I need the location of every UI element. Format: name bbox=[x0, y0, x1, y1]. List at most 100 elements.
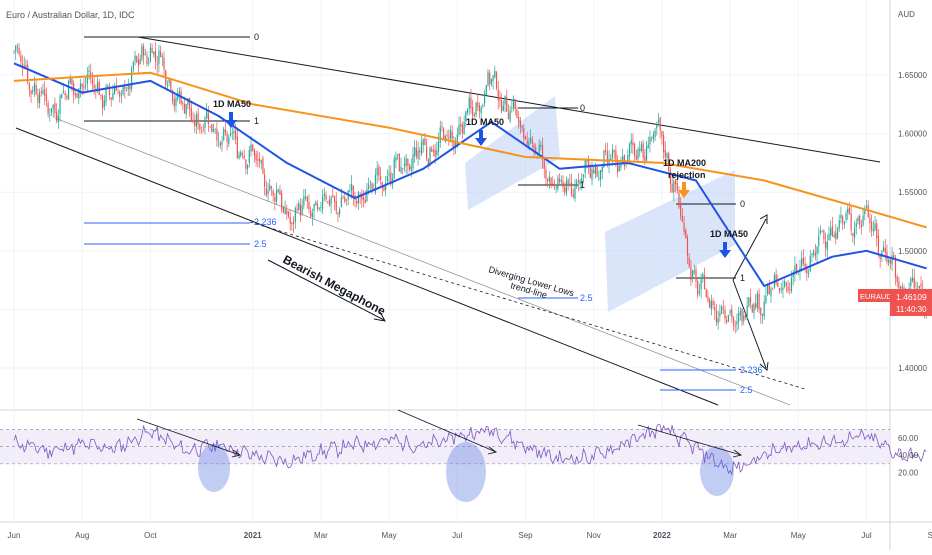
candle-body bbox=[749, 297, 752, 303]
candle-body bbox=[178, 91, 180, 96]
candle-body bbox=[189, 98, 191, 110]
candle-body bbox=[161, 56, 163, 58]
ma50-arrow-2-shaft bbox=[479, 130, 483, 139]
candle-body bbox=[714, 307, 716, 311]
candle-body bbox=[862, 215, 864, 226]
candle-body bbox=[431, 148, 433, 152]
candle-body bbox=[729, 310, 731, 314]
candle-body bbox=[410, 166, 412, 171]
time-tick-label: Jun bbox=[8, 531, 21, 540]
candle-body bbox=[137, 60, 140, 66]
candle-body bbox=[272, 190, 274, 196]
candle-body bbox=[443, 128, 445, 140]
candle-body bbox=[518, 117, 520, 123]
candle-body bbox=[564, 187, 566, 193]
candle-body bbox=[587, 160, 590, 167]
candle-body bbox=[407, 158, 409, 166]
candle-body bbox=[277, 189, 279, 192]
candle-body bbox=[173, 99, 175, 107]
candle-body bbox=[52, 104, 54, 109]
candle-body bbox=[894, 257, 897, 278]
candle-body bbox=[475, 102, 477, 115]
candle-body bbox=[574, 185, 576, 199]
candle-body bbox=[666, 153, 668, 158]
candle-body bbox=[221, 141, 223, 145]
candle-body bbox=[557, 178, 559, 189]
candle-body bbox=[149, 47, 151, 62]
candle-body bbox=[482, 105, 484, 106]
mid-trend-line bbox=[54, 117, 791, 406]
candle-body bbox=[168, 78, 170, 83]
candle-body bbox=[100, 94, 102, 97]
candle-body bbox=[813, 250, 815, 255]
price-tick-label: 1.55000 bbox=[898, 188, 927, 197]
candle-body bbox=[470, 97, 472, 109]
candle-body bbox=[49, 114, 51, 116]
candle-body bbox=[743, 315, 745, 321]
candle-body bbox=[804, 263, 806, 269]
candle-body bbox=[857, 217, 859, 222]
candle-body bbox=[269, 185, 271, 191]
candle-body bbox=[668, 153, 670, 172]
candle-body bbox=[616, 161, 619, 173]
candle-body bbox=[778, 287, 781, 292]
candle-body bbox=[108, 86, 111, 96]
ma50-arrow-1-head bbox=[225, 120, 237, 128]
candle-body bbox=[156, 63, 158, 65]
candle-body bbox=[148, 62, 150, 64]
main-pane-bg bbox=[0, 0, 890, 410]
candle-body bbox=[855, 223, 857, 228]
candle-body bbox=[782, 287, 784, 290]
candle-body bbox=[478, 105, 481, 112]
candle-body bbox=[877, 235, 880, 255]
candle-body bbox=[702, 273, 704, 279]
candle-body bbox=[142, 46, 145, 56]
candle-body bbox=[432, 149, 435, 152]
candle-body bbox=[581, 177, 583, 183]
candle-body bbox=[93, 84, 95, 89]
candle-body bbox=[726, 320, 728, 323]
candle-body bbox=[521, 125, 523, 128]
price-badge-countdown: 11:40:30 bbox=[896, 305, 927, 314]
candle-body bbox=[712, 301, 714, 306]
rsi-line bbox=[13, 423, 927, 476]
candle-body bbox=[913, 277, 915, 288]
candle-body bbox=[599, 170, 602, 180]
candle-body bbox=[683, 222, 685, 232]
candle-body bbox=[398, 153, 400, 172]
candle-body bbox=[794, 265, 796, 274]
candle-body bbox=[322, 196, 324, 210]
candle-body bbox=[811, 253, 813, 256]
candle-body bbox=[229, 133, 232, 136]
candle-body bbox=[596, 166, 598, 177]
candle-body bbox=[270, 186, 273, 189]
candle-body bbox=[127, 86, 129, 90]
candle-body bbox=[368, 184, 370, 189]
candle-body bbox=[454, 141, 457, 148]
candle-body bbox=[635, 155, 637, 160]
candle-body bbox=[761, 314, 764, 316]
candle-body bbox=[512, 98, 515, 109]
channel-box-2022 bbox=[605, 170, 735, 312]
candle-body bbox=[441, 125, 443, 127]
candle-body bbox=[632, 142, 634, 146]
candle-body bbox=[695, 269, 697, 282]
candle-body bbox=[386, 176, 388, 182]
candle-body bbox=[47, 103, 49, 115]
candle-body bbox=[146, 55, 148, 64]
candle-body bbox=[342, 197, 344, 199]
candle-body bbox=[436, 150, 438, 156]
candle-body bbox=[833, 234, 835, 238]
fib-2236-c: 2.236 bbox=[740, 365, 763, 375]
candle-body bbox=[255, 153, 257, 161]
candle-body bbox=[780, 289, 782, 291]
candle-body bbox=[483, 93, 486, 104]
candle-body bbox=[516, 109, 518, 118]
candle-body bbox=[427, 159, 429, 165]
candle-body bbox=[245, 159, 247, 169]
candle-body bbox=[651, 136, 653, 138]
candle-body bbox=[289, 216, 291, 224]
candle-body bbox=[736, 321, 738, 325]
